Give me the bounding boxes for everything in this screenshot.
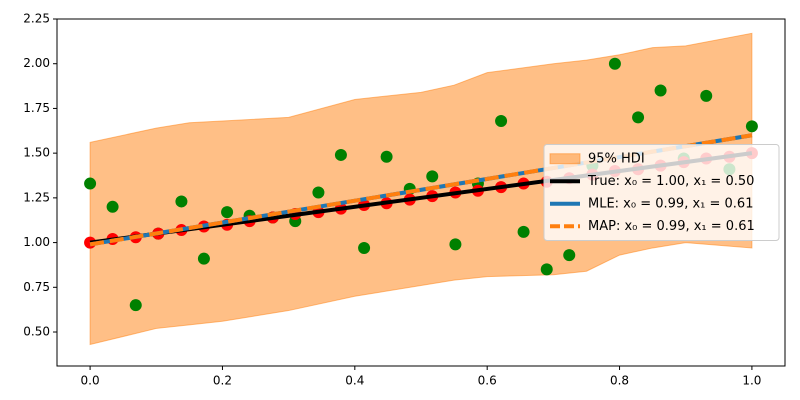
legend-label: True: x₀ = 1.00, x₁ = 0.50	[587, 174, 754, 189]
point	[84, 177, 97, 190]
point	[654, 84, 667, 97]
point	[380, 150, 393, 163]
point	[312, 186, 325, 199]
point	[563, 249, 576, 262]
point	[426, 170, 439, 183]
legend: 95% HDI True: x₀ = 1.00, x₁ = 0.50 MLE: x₀…	[543, 144, 780, 241]
x-tick-label: 0.6	[478, 374, 497, 388]
point	[449, 238, 462, 251]
line	[89, 133, 753, 247]
x-tick-label: 0.2	[213, 374, 232, 388]
point	[106, 200, 119, 213]
y-tick-label: 1.25	[23, 190, 50, 204]
x-tick-label: 1.0	[742, 374, 761, 388]
point	[495, 114, 508, 127]
x-tick-label: 0.0	[81, 374, 100, 388]
point	[700, 89, 713, 102]
x-tick-label: 0.4	[345, 374, 364, 388]
point	[358, 241, 371, 254]
y-tick-label: 1.50	[23, 146, 50, 160]
y-tick-label: 0.50	[23, 325, 50, 339]
point	[745, 120, 758, 133]
point	[129, 299, 142, 312]
point	[175, 195, 188, 208]
point	[540, 263, 553, 276]
point	[517, 225, 530, 238]
plot-frame	[56, 18, 786, 367]
legend-swatch	[549, 153, 581, 165]
y-tick-label: 1.00	[23, 235, 50, 249]
point	[632, 111, 645, 124]
y-tick-label: 2.25	[23, 12, 50, 26]
point	[197, 252, 210, 265]
legend-label: 95% HDI	[588, 151, 645, 166]
legend-label: MLE: x₀ = 0.99, x₁ = 0.61	[588, 196, 753, 211]
y-tick-label: 1.75	[23, 101, 50, 115]
legend-box	[543, 144, 780, 241]
point	[221, 206, 234, 219]
point	[608, 57, 621, 70]
x-tick-label: 0.8	[610, 374, 629, 388]
legend-label: MAP: x₀ = 0.99, x₁ = 0.61	[588, 219, 755, 234]
point	[334, 148, 347, 161]
y-tick-label: 2.00	[23, 56, 50, 70]
y-tick-label: 0.75	[23, 280, 50, 294]
